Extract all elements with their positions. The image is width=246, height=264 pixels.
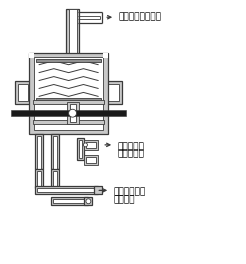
- Bar: [51, 197, 88, 205]
- Bar: [94, 186, 102, 194]
- Bar: [35, 134, 43, 169]
- Text: タンクへ: タンクへ: [113, 195, 135, 204]
- Bar: [51, 169, 59, 188]
- Bar: [35, 169, 43, 188]
- Bar: [29, 53, 108, 134]
- Bar: [70, 104, 76, 122]
- Bar: [15, 81, 31, 104]
- Bar: [37, 188, 94, 192]
- Bar: [37, 171, 41, 188]
- Bar: [37, 136, 41, 169]
- Bar: [66, 9, 79, 56]
- Bar: [53, 171, 57, 188]
- Bar: [69, 9, 77, 56]
- Bar: [11, 110, 126, 116]
- Bar: [108, 83, 119, 101]
- Bar: [36, 98, 101, 101]
- Bar: [84, 140, 98, 150]
- Bar: [103, 53, 108, 58]
- Bar: [34, 57, 103, 130]
- Bar: [18, 83, 28, 101]
- Circle shape: [86, 199, 91, 204]
- Bar: [53, 136, 57, 169]
- Text: サージ・タンクへ: サージ・タンクへ: [118, 13, 161, 22]
- Text: パイプより: パイプより: [117, 150, 144, 159]
- Bar: [84, 155, 98, 165]
- Circle shape: [83, 143, 87, 147]
- Bar: [67, 102, 78, 124]
- Bar: [84, 197, 92, 205]
- Bar: [86, 142, 96, 148]
- Bar: [78, 140, 82, 158]
- Bar: [106, 81, 122, 104]
- Text: デリバリ・: デリバリ・: [117, 142, 144, 151]
- Bar: [29, 53, 34, 58]
- Bar: [36, 59, 101, 62]
- Bar: [35, 186, 98, 194]
- Bar: [86, 157, 96, 163]
- Bar: [33, 100, 104, 104]
- Circle shape: [69, 109, 77, 117]
- Text: フューエル・: フューエル・: [113, 187, 145, 196]
- Bar: [33, 120, 104, 124]
- Bar: [51, 134, 59, 169]
- Bar: [77, 138, 84, 160]
- Bar: [53, 199, 84, 203]
